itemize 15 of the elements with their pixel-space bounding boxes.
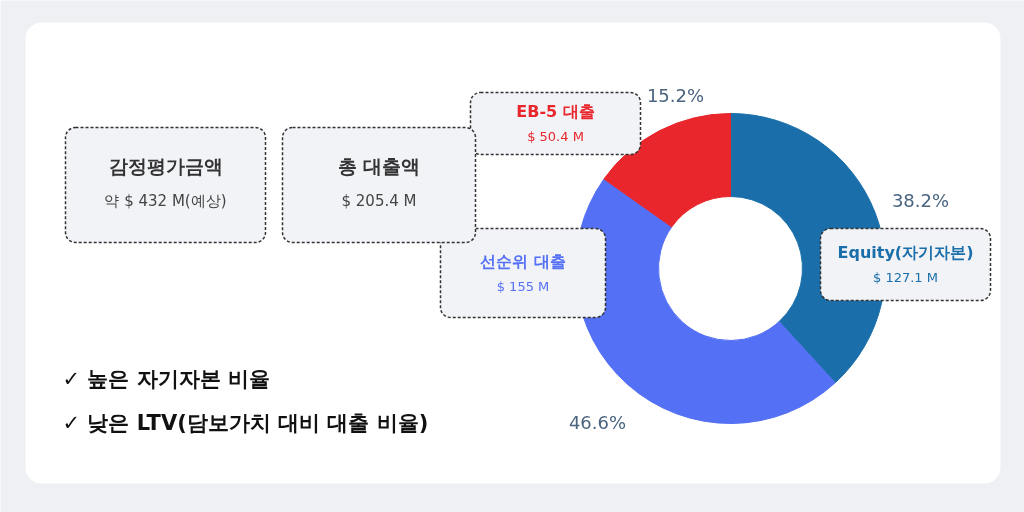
text: $ 155 M [496,278,550,294]
text: $ 127.1 M [873,270,938,285]
text: 약 $ 432 M(예상) [104,191,227,210]
text: ✓ 낮은 LTV(담보가치 대비 대출 비율) [62,410,429,435]
slice-label: Equity(자기자본) [837,243,974,262]
data-label: 15.2% [646,85,705,106]
text: 감정평가금액 [108,154,223,177]
text: 총 대출액 [337,154,421,177]
data-label: 38.2% [891,190,950,211]
slice-label: EB-5 대출 [516,102,595,121]
text: $ 205.4 M [341,191,417,210]
text: $ 50.4 M [527,129,584,144]
data-label: 46.6% [568,412,627,433]
text: ✓ 높은 자기자본 비율 [62,366,271,391]
slice-label: 선순위 대출 [480,251,566,271]
